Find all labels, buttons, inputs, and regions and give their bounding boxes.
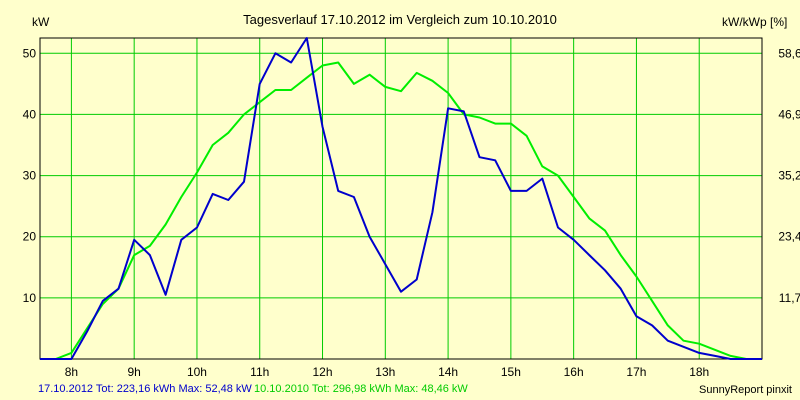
series-line-2 [40, 61, 762, 360]
chart-title: Tagesverlauf 17.10.2012 im Vergleich zum… [243, 12, 557, 27]
x-tick-label: 18h [689, 365, 709, 379]
x-tick-label: 16h [564, 365, 584, 379]
x-tick-label: 15h [501, 365, 521, 379]
y-axis-left-label: kW [32, 15, 50, 29]
y-tick-label-left: 20 [23, 230, 37, 244]
x-tick-label: 17h [626, 365, 646, 379]
y-tick-label-left: 50 [23, 46, 37, 60]
y-axis-right-label: kW/kWp [%] [722, 15, 787, 29]
plot-frame [39, 37, 763, 360]
tick-labels: 10 11,7 20 23,4 30 35,2 40 46,9 50 58,6 8h 9h 10h 11h… [23, 46, 800, 379]
y-tick-label-left: 30 [23, 169, 37, 183]
credit-text: SunnyReport pinxit [699, 384, 792, 396]
x-tick-label: 10h [187, 365, 207, 379]
grid [40, 38, 762, 359]
y-tick-label-left: 40 [23, 107, 37, 121]
series [40, 37, 762, 360]
y-tick-label-right: 35,2 [778, 169, 800, 183]
axes [39, 37, 763, 360]
y-tick-label-right: 23,4 [778, 230, 800, 244]
y-tick-label-right: 46,9 [778, 107, 800, 121]
x-tick-label: 9h [127, 365, 140, 379]
series-line-1 [40, 37, 762, 360]
y-tick-label-right: 58,6 [778, 46, 800, 60]
legend-series1-summary: 17.10.2012 Tot: 223,16 kWh Max: 52,48 kW [38, 383, 252, 395]
x-tick-label: 14h [438, 365, 458, 379]
x-tick-label: 8h [65, 365, 78, 379]
x-tick-label: 13h [375, 365, 395, 379]
legend-series2-summary: 10.10.2010 Tot: 296,98 kWh Max: 48,46 kW [254, 383, 468, 395]
x-tick-label: 11h [250, 365, 269, 379]
y-tick-label-right: 11,7 [779, 291, 800, 305]
x-tick-label: 12h [313, 365, 333, 379]
y-tick-label-left: 10 [23, 291, 37, 305]
